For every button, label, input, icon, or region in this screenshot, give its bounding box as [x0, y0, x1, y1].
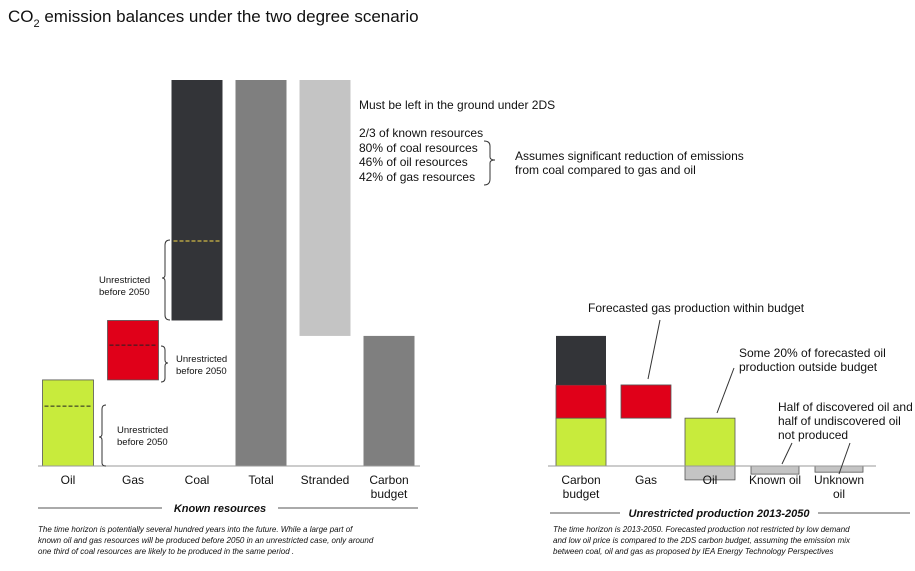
- category-label-unknown-oil: Unknown: [814, 473, 864, 487]
- svg-text:CO2 emission balances under th: CO2 emission balances under the two degr…: [8, 7, 419, 30]
- category-label-known-oil: Known oil: [749, 473, 801, 487]
- chart-title: CO2 emission balances under the two degr…: [8, 7, 419, 30]
- svg-text:not produced: not produced: [778, 428, 848, 442]
- bar-stranded-stranded-4: [299, 80, 351, 336]
- svg-text:before 2050: before 2050: [99, 287, 150, 298]
- category-label-carbon-budget-line1: budget: [563, 487, 600, 501]
- category-label-stranded: Stranded: [301, 473, 350, 487]
- category-label-gas: Gas: [635, 473, 657, 487]
- svg-text:Some 20% of forecasted oil: Some 20% of forecasted oil: [739, 346, 886, 360]
- bar-gas-gas-3: [620, 384, 672, 419]
- bar-oil-oil-4: [684, 417, 736, 467]
- gas-budget-annotation: Forecasted gas production within budget: [588, 301, 805, 380]
- svg-text:Unrestricted production 2013-2: Unrestricted production 2013-2050: [629, 508, 811, 520]
- category-label-oil: Oil: [61, 473, 76, 487]
- bar-coal-coal-2: [171, 80, 223, 321]
- bar-carbon-budget-budget-5: [363, 335, 415, 466]
- bar-carbon-budget-coal-2: [556, 335, 606, 385]
- svg-text:Known resources: Known resources: [174, 503, 266, 515]
- svg-text:one third of coal resources a: one third of coal resources are likely t…: [38, 547, 294, 556]
- svg-text:Must be left in the ground und: Must be left in the ground under 2DS: [359, 98, 555, 112]
- bar-gas-gas-1: [107, 320, 159, 381]
- svg-text:before 2050: before 2050: [176, 366, 227, 377]
- category-label-gas: Gas: [122, 473, 144, 487]
- svg-text:2/3 of known resources: 2/3 of known resources: [359, 126, 483, 140]
- category-label-carbon-budget: Carbon: [369, 473, 408, 487]
- production-section: Unrestricted production 2013-2050 The ti…: [550, 508, 910, 556]
- stranded-annotation: Must be left in the ground under 2DS 2/3…: [359, 98, 744, 186]
- svg-text:Forecasted gas production with: Forecasted gas production within budget: [588, 301, 805, 315]
- production-bars: [555, 335, 864, 481]
- svg-text:Unrestricted: Unrestricted: [99, 275, 150, 286]
- category-label-coal: Coal: [185, 473, 210, 487]
- oil-budget-annotation: Some 20% of forecasted oil production ou…: [716, 346, 886, 414]
- category-label-unknown-oil-line1: oil: [833, 487, 845, 501]
- svg-text:Assumes significant reduction: Assumes significant reduction of emissio…: [515, 149, 744, 163]
- category-label-carbon-budget-line1: budget: [371, 487, 408, 501]
- bar-oil-oil-0: [42, 379, 94, 467]
- known-resources-section: Known resources The time horizon is pote…: [38, 503, 418, 556]
- svg-text:before 2050: before 2050: [117, 437, 168, 448]
- bar-carbon-budget-oil-0: [555, 417, 607, 467]
- svg-text:The time horizon is potentiall: The time horizon is potentially several …: [38, 525, 353, 534]
- category-label-carbon-budget: Carbon: [561, 473, 600, 487]
- svg-text:42% of gas resources: 42% of gas resources: [359, 170, 475, 184]
- svg-text:known oil and gas resources wi: known oil and gas resources will be prod…: [38, 536, 374, 545]
- svg-text:production outside budget: production outside budget: [739, 360, 878, 374]
- svg-text:Unrestricted: Unrestricted: [117, 425, 168, 436]
- oil-unrestricted-bracket: Unrestricted before 2050: [98, 404, 168, 467]
- svg-text:Half of discovered oil and: Half of discovered oil and: [778, 400, 913, 414]
- svg-text:half of undiscovered oil: half of undiscovered oil: [778, 414, 901, 428]
- svg-text:between coal, oil and gas as p: between coal, oil and gas as proposed by…: [553, 547, 833, 556]
- svg-text:and low oil price is compared: and low oil price is compared to the 2DS…: [553, 536, 851, 545]
- category-label-total: Total: [248, 473, 273, 487]
- bar-unknown-oil-stranded-7: [814, 465, 864, 473]
- svg-text:Unrestricted: Unrestricted: [176, 354, 227, 365]
- bar-total-total-3: [235, 80, 287, 466]
- coal-unrestricted-bracket: Unrestricted before 2050: [99, 239, 171, 321]
- gas-unrestricted-bracket: Unrestricted before 2050: [160, 345, 227, 383]
- title-subscript: 2: [34, 18, 40, 30]
- svg-text:80% of coal resources: 80% of coal resources: [359, 141, 478, 155]
- svg-text:from coal compared to gas and: from coal compared to gas and oil: [515, 163, 696, 177]
- undiscovered-oil-annotation: Half of discovered oil and half of undis…: [778, 400, 913, 475]
- svg-text:46% of oil resources: 46% of oil resources: [359, 155, 468, 169]
- bar-carbon-budget-gas-1: [555, 384, 607, 419]
- category-label-oil: Oil: [703, 473, 718, 487]
- svg-text:The time horizon is 2013-2050.: The time horizon is 2013-2050. Forecaste…: [553, 525, 850, 534]
- known-resources-bars: [42, 80, 415, 467]
